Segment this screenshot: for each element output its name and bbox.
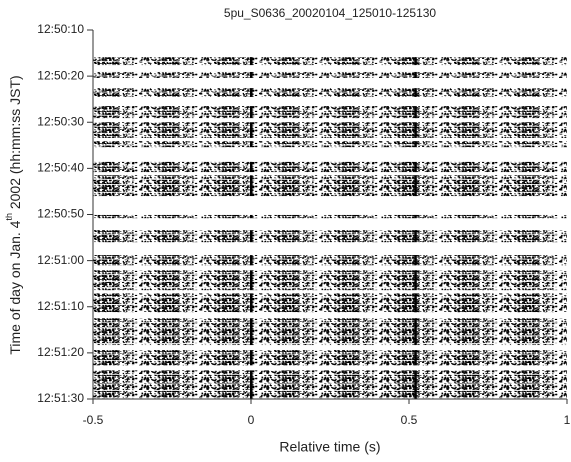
y-tick-label: 12:50:10 xyxy=(37,22,84,36)
y-tick-label: 12:50:20 xyxy=(37,68,84,82)
x-axis-label: Relative time (s) xyxy=(279,439,380,455)
y-tick-label: 12:51:30 xyxy=(37,391,84,405)
trace-band xyxy=(93,141,567,148)
y-tick-label: 12:50:30 xyxy=(37,114,84,128)
y-axis-label: Time of day on Jan. 4th 2002 (hh:mm:ss J… xyxy=(4,75,22,354)
y-label-text: Time of day on Jan. 4 xyxy=(7,220,23,354)
trace-band xyxy=(93,318,567,346)
trace-band xyxy=(93,293,567,313)
trace-band xyxy=(93,175,567,197)
y-tick-label: 12:50:40 xyxy=(37,161,84,175)
trace-band xyxy=(93,71,567,78)
trace-band xyxy=(93,122,567,138)
chart-title: 5pu_S0636_20020104_125010-125130 xyxy=(224,6,437,20)
trace-band xyxy=(93,350,567,366)
trace-band xyxy=(93,106,567,119)
y-tick-label: 12:50:50 xyxy=(37,207,84,221)
y-label-sup: th xyxy=(4,213,14,221)
y-label-text: 2002 (hh:mm:ss JST) xyxy=(7,75,23,213)
y-tick-label: 12:51:00 xyxy=(37,253,84,267)
trace-band xyxy=(93,270,567,291)
trace-band xyxy=(93,214,567,219)
y-tick-label: 12:51:10 xyxy=(37,299,84,313)
trace-band xyxy=(93,370,567,399)
x-tick-label: 0.5 xyxy=(401,413,418,427)
x-tick-label: -0.5 xyxy=(83,413,104,427)
trace-band xyxy=(93,161,567,173)
trace-band xyxy=(93,230,567,243)
x-tick-label: 1 xyxy=(564,413,571,427)
y-tick-label: 12:51:20 xyxy=(37,345,84,359)
trace-band xyxy=(93,255,567,266)
x-tick-label: 0 xyxy=(248,413,255,427)
